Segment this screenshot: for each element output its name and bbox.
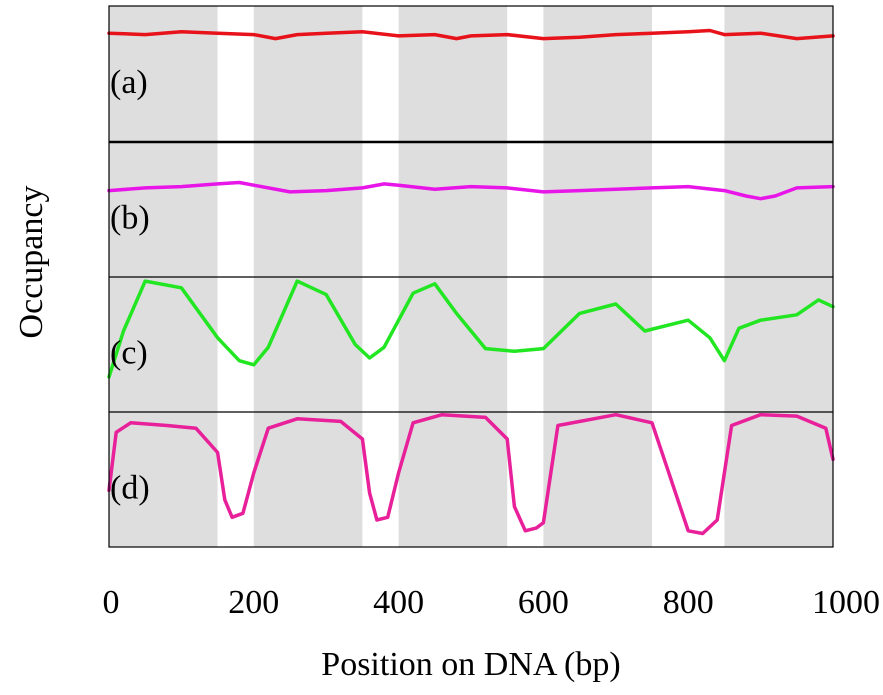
- x-tick-label-4: 800: [663, 584, 714, 621]
- plot-frame: [108, 5, 834, 548]
- x-tick-label-2: 400: [373, 584, 424, 621]
- x-tick-label-3: 600: [518, 584, 569, 621]
- panel-label-a: (a): [110, 64, 148, 101]
- panel-label-c: (c): [110, 334, 148, 371]
- y-axis-label: Occupancy: [13, 186, 50, 339]
- panel-label-b: (b): [110, 199, 150, 236]
- data-series: [107, 28, 835, 536]
- series-line-b: [107, 180, 835, 201]
- series-line-c: [107, 279, 835, 379]
- x-tick-label-1: 200: [228, 584, 279, 621]
- x-tick-label-5: 1000: [812, 584, 880, 621]
- series-line-d: [107, 412, 835, 536]
- panel-dividers: [109, 140, 833, 413]
- panel-label-d: (d): [110, 469, 150, 506]
- x-tick-label-0: 0: [103, 584, 120, 621]
- series-line-a: [107, 28, 835, 41]
- x-tick-labels: 0 200 400 600 800 1000: [103, 584, 881, 621]
- x-axis-label: Position on DNA (bp): [321, 646, 620, 683]
- panel-labels: (a) (b) (c) (d): [110, 64, 150, 506]
